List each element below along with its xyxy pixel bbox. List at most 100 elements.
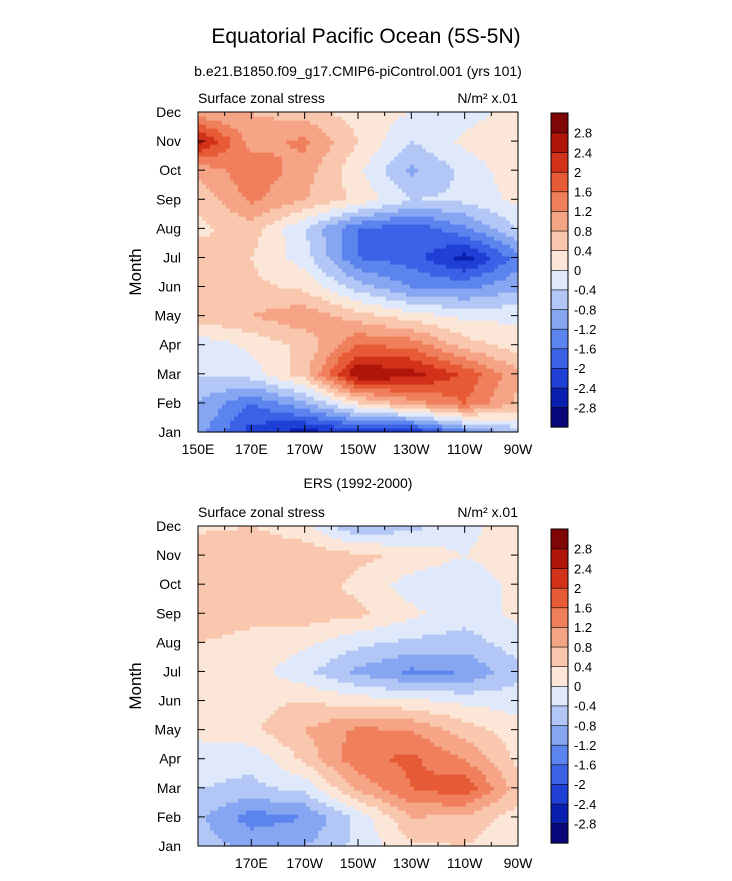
heatmap-cell — [294, 248, 299, 253]
heatmap-cell — [242, 204, 247, 209]
heatmap-cell — [478, 328, 483, 333]
heatmap-cell — [394, 340, 399, 345]
heatmap-cell — [230, 352, 235, 357]
heatmap-cell — [314, 400, 319, 405]
heatmap-cell — [338, 220, 343, 225]
heatmap-cell — [454, 276, 459, 281]
heatmap-cell — [206, 336, 211, 341]
heatmap-cell — [226, 236, 231, 241]
heatmap-cell — [218, 408, 223, 413]
heatmap-cell — [438, 412, 443, 417]
heatmap-cell — [294, 220, 299, 225]
heatmap-cell — [214, 220, 219, 225]
heatmap-cell — [230, 244, 235, 249]
heatmap-cell — [378, 316, 383, 321]
heatmap-cell — [462, 296, 467, 301]
heatmap-cell — [354, 184, 359, 189]
heatmap-cell — [274, 224, 279, 229]
heatmap-cell — [446, 260, 451, 265]
heatmap-cell — [246, 220, 251, 225]
heatmap-cell — [462, 300, 467, 305]
heatmap-cell — [350, 396, 355, 401]
heatmap-cell — [254, 216, 259, 221]
heatmap-cell — [438, 372, 443, 377]
heatmap-cell — [426, 216, 431, 221]
heatmap-cell — [430, 256, 435, 261]
heatmap-cell — [322, 312, 327, 317]
heatmap-cell — [462, 360, 467, 365]
heatmap-cell — [362, 232, 367, 237]
heatmap-cell — [230, 272, 235, 277]
heatmap-cell — [362, 288, 367, 293]
heatmap-cell — [510, 268, 515, 273]
heatmap-cell — [306, 300, 311, 305]
heatmap-cell — [486, 368, 491, 373]
heatmap-cell — [254, 308, 259, 313]
heatmap-cell — [358, 360, 363, 365]
heatmap-cell — [410, 360, 415, 365]
heatmap-cell — [230, 248, 235, 253]
heatmap-cell — [418, 268, 423, 273]
heatmap-cell — [438, 416, 443, 421]
heatmap-cell — [278, 328, 283, 333]
heatmap-cell — [470, 396, 475, 401]
heatmap-cell — [426, 260, 431, 265]
heatmap-cell — [382, 308, 387, 313]
heatmap-cell — [198, 288, 203, 293]
heatmap-cell — [326, 288, 331, 293]
heatmap-cell — [354, 428, 359, 433]
heatmap-cell — [234, 280, 239, 285]
heatmap-cell — [350, 284, 355, 289]
heatmap-cell — [354, 204, 359, 209]
heatmap-cell — [346, 228, 351, 233]
heatmap-cell — [454, 224, 459, 229]
heatmap-cell — [342, 384, 347, 389]
heatmap-cell — [342, 336, 347, 341]
heatmap-cell — [442, 256, 447, 261]
heatmap-cell — [482, 204, 487, 209]
heatmap-cell — [206, 292, 211, 297]
heatmap-cell — [230, 192, 235, 197]
heatmap-cell — [330, 220, 335, 225]
heatmap-cell — [198, 184, 203, 189]
heatmap-cell — [334, 376, 339, 381]
heatmap-cell — [454, 208, 459, 213]
heatmap-cell — [330, 364, 335, 369]
heatmap-cell — [262, 268, 267, 273]
heatmap-cell — [206, 184, 211, 189]
heatmap-cell — [258, 372, 263, 377]
heatmap-cell — [418, 248, 423, 253]
heatmap-cell — [242, 272, 247, 277]
heatmap-cell — [434, 428, 439, 433]
heatmap-cell — [514, 292, 519, 297]
heatmap-cell — [498, 376, 503, 381]
heatmap-cell — [342, 344, 347, 349]
heatmap-cell — [210, 364, 215, 369]
heatmap-cell — [378, 416, 383, 421]
heatmap-cell — [514, 268, 519, 273]
heatmap-cell — [406, 388, 411, 393]
heatmap-cell — [454, 388, 459, 393]
heatmap-cell — [226, 380, 231, 385]
heatmap-cell — [370, 216, 375, 221]
heatmap-cell — [482, 396, 487, 401]
heatmap-cell — [402, 380, 407, 385]
heatmap-cell — [454, 332, 459, 337]
heatmap-cell — [386, 424, 391, 429]
heatmap-cell — [254, 332, 259, 337]
heatmap-cell — [278, 296, 283, 301]
heatmap-cell — [242, 328, 247, 333]
heatmap-cell — [462, 200, 467, 205]
heatmap-cell — [358, 308, 363, 313]
heatmap-cell — [214, 396, 219, 401]
heatmap-cell — [218, 352, 223, 357]
heatmap-cell — [506, 240, 511, 245]
heatmap-cell — [334, 304, 339, 309]
heatmap-cell — [254, 376, 259, 381]
heatmap-cell — [314, 404, 319, 409]
heatmap-cell — [234, 252, 239, 257]
heatmap-cell — [290, 276, 295, 281]
heatmap-cell — [498, 196, 503, 201]
heatmap-cell — [458, 272, 463, 277]
heatmap-cell — [226, 232, 231, 237]
